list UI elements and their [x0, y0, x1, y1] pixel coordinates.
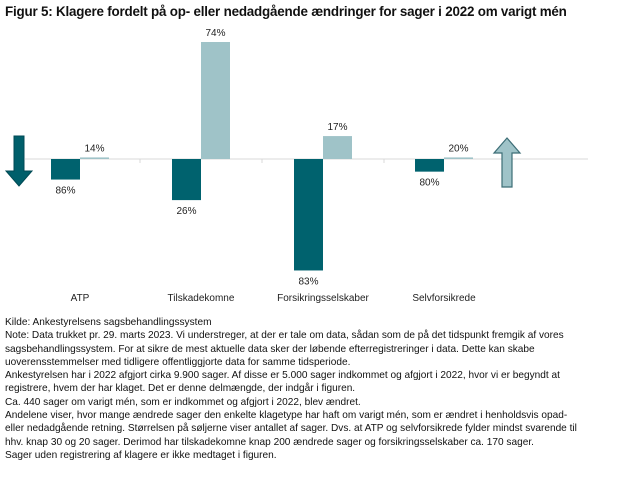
- note-line: Andelene viser, hvor mange ændrede sager…: [5, 410, 568, 422]
- notes-block: Kilde: Ankestyrelsens sagsbehandlingssys…: [5, 316, 633, 462]
- note-line: uoverensstemmelser med tidligere offentl…: [5, 356, 351, 368]
- data-label: 14%: [84, 143, 104, 154]
- bar-chart: 86% 14% ATP 26% 74% Tilskadekomne 83% 17% Forsik…: [4, 28, 588, 304]
- bar-down-selvforsikrede: [415, 159, 444, 172]
- note-line: eller nedadgående retning. Størrelsen på…: [5, 423, 577, 435]
- data-label: 80%: [419, 178, 439, 189]
- note-line: registrere, hvem der har klaget. Det er …: [5, 383, 356, 395]
- bar-up-atp: [80, 157, 109, 159]
- arrow-up-icon: [492, 137, 522, 188]
- bar-up-forsikringsselskaber: [323, 136, 352, 159]
- figure-title: Figur 5: Klagere fordelt på op- eller ne…: [5, 4, 567, 19]
- note-line: Sager uden registrering af klagere er ik…: [5, 449, 277, 461]
- bar-down-tilskadekomne: [172, 159, 201, 201]
- note-line: sagsbehandlingssystem. For at sikre de m…: [5, 343, 535, 355]
- data-label: 83%: [298, 276, 318, 287]
- note-line: Ankestyrelsen har i 2022 afgjort cirka 9…: [5, 370, 560, 382]
- category-label: ATP: [71, 293, 90, 304]
- data-label: 86%: [55, 186, 75, 197]
- data-label: 26%: [176, 206, 196, 217]
- bar-down-atp: [51, 159, 80, 180]
- note-line: Note: Data trukket pr. 29. marts 2023. V…: [5, 330, 564, 342]
- bar-up-selvforsikrede: [444, 157, 473, 159]
- arrow-down-icon: [4, 135, 34, 187]
- category-label: Tilskadekomne: [168, 293, 235, 304]
- source-line: Kilde: Ankestyrelsens sagsbehandlingssys…: [5, 317, 212, 328]
- bar-down-forsikringsselskaber: [294, 159, 323, 271]
- note-line: hhv. knap 30 og 20 sager. Derimod har ti…: [5, 436, 534, 448]
- data-label: 20%: [448, 143, 468, 154]
- note-line: Ca. 440 sager om varigt mén, som er indk…: [5, 396, 361, 408]
- data-label: 17%: [327, 122, 347, 133]
- category-label: Forsikringsselskaber: [277, 293, 369, 304]
- bar-up-tilskadekomne: [201, 42, 230, 159]
- category-label: Selvforsikrede: [412, 293, 476, 304]
- data-label: 74%: [205, 28, 225, 39]
